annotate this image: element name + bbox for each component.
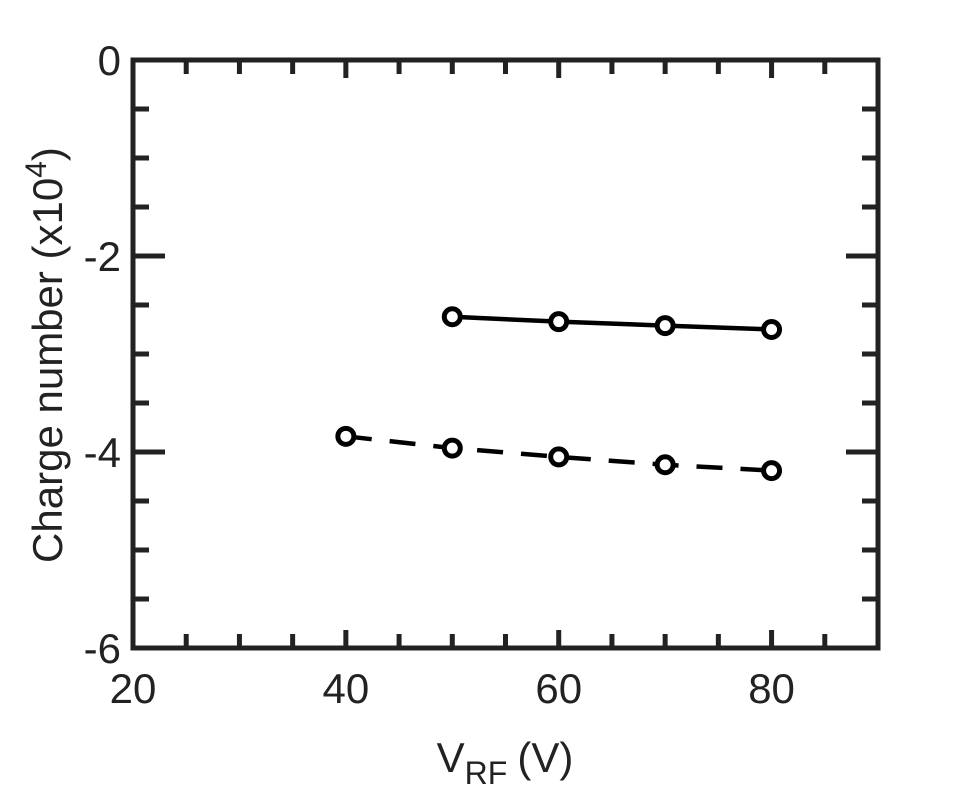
series-line-1 <box>452 314 772 332</box>
axis-ticks <box>130 57 881 651</box>
y-tick-label: 0 <box>98 37 121 84</box>
data-point-series-2 <box>335 425 357 447</box>
data-point-series-2 <box>654 454 676 476</box>
data-point-series-2 <box>548 446 570 468</box>
x-tick-label: 40 <box>322 665 369 712</box>
x-tick-label: 20 <box>110 665 157 712</box>
data-point-series-1 <box>548 311 570 333</box>
plot-frame <box>130 57 881 651</box>
x-axis-label: VRF (V) <box>437 734 574 791</box>
y-axis-label-close: ) <box>24 147 71 161</box>
y-axis-label: Charge number (x104) <box>20 147 71 563</box>
series-line-2 <box>345 434 772 473</box>
data-point-series-2 <box>441 437 463 459</box>
series-group <box>335 306 783 482</box>
x-axis-label-unit: (V) <box>517 734 573 781</box>
y-axis-label-main: Charge number (x10 <box>24 178 71 563</box>
data-point-series-2 <box>761 460 783 482</box>
y-tick-label: -6 <box>84 625 121 672</box>
x-axis-label-main: V <box>437 734 465 781</box>
x-axis-label-sub: RF <box>465 755 508 791</box>
y-tick-label: -2 <box>84 233 121 280</box>
x-tick-label: 80 <box>748 665 795 712</box>
data-point-series-1 <box>441 306 463 328</box>
data-point-series-1 <box>654 315 676 337</box>
tick-labels: 20 40 60 80 0 -2 -4 -6 <box>84 37 795 712</box>
y-axis-label-sup: 4 <box>20 161 53 178</box>
data-point-series-1 <box>761 319 783 340</box>
x-tick-label: 60 <box>535 665 582 712</box>
y-tick-label: -4 <box>84 429 121 476</box>
